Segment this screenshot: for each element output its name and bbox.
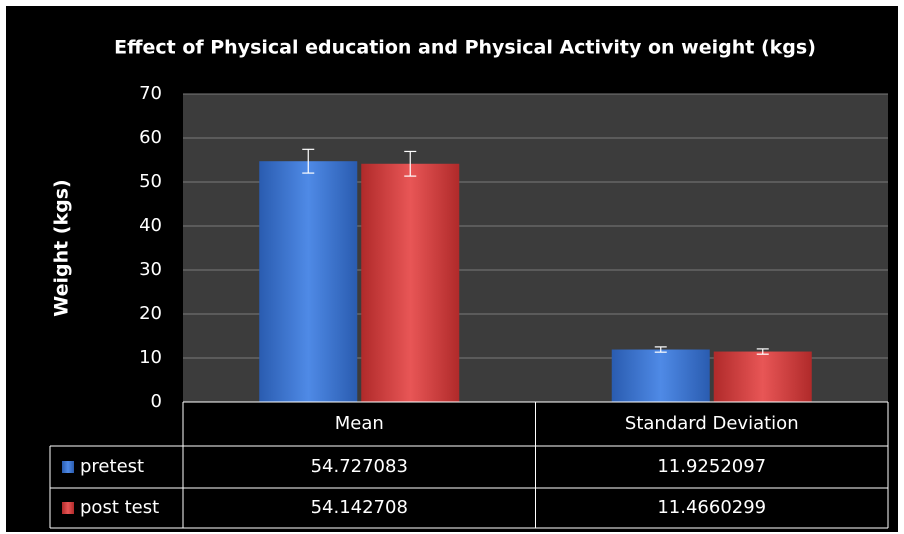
legend-swatch [62,461,74,473]
y-tick-label: 10 [139,347,162,368]
legend-label: pretest [80,456,144,477]
y-tick-label: 50 [139,171,162,192]
x-tick-label: Mean [335,413,384,434]
y-tick-label: 0 [151,391,162,412]
error-bar [756,348,769,355]
y-tick-label: 70 [139,83,162,104]
y-axis-label: Weight (kgs) [51,179,73,316]
table-cell: 54.727083 [311,456,408,477]
table-cell: 54.142708 [311,497,408,518]
y-tick-label: 20 [139,303,162,324]
bar [611,349,710,402]
y-tick-label: 30 [139,259,162,280]
x-tick-label: Standard Deviation [625,413,799,434]
bar [259,161,358,402]
table-cell: 11.9252097 [657,456,766,477]
bar [361,163,460,402]
y-tick-label: 40 [139,215,162,236]
chart-title: Effect of Physical education and Physica… [114,37,816,59]
legend-swatch [62,502,74,514]
y-tick-label: 60 [139,127,162,148]
error-bar [404,150,417,177]
error-bar [302,148,315,174]
error-bar [654,346,667,353]
legend-label: post test [80,497,159,518]
table-cell: 11.4660299 [657,497,766,518]
bar [713,351,812,402]
